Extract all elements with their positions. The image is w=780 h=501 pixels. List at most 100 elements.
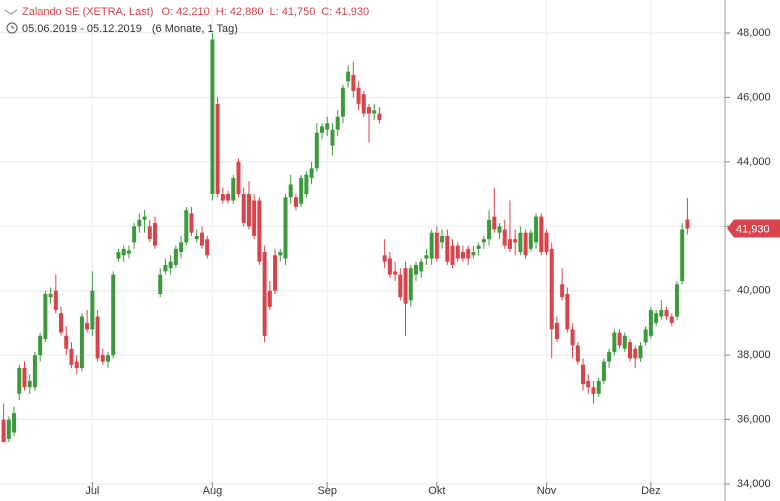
candle-body: [100, 355, 105, 362]
candle-body: [497, 226, 502, 233]
candle-body: [408, 268, 413, 301]
candle-body: [273, 255, 278, 291]
x-tick-label: Sep: [317, 485, 337, 497]
candle-body: [231, 177, 236, 201]
title: Zalando SE (XETRA, Last): [22, 6, 153, 18]
ohlc-label: H: 42,880: [216, 6, 264, 18]
candle-body: [163, 264, 168, 272]
candle-body: [440, 235, 445, 243]
candle-body: [293, 197, 298, 207]
date-line: 05.06.2019 - 05.12.2019 (6 Monate, 1 Tag): [22, 23, 238, 35]
candle-body: [466, 248, 471, 259]
candle-body: [560, 284, 565, 298]
candle-body: [586, 380, 591, 388]
title-line: Zalando SE (XETRA, Last) O: 42,210 H: 42,8…: [22, 6, 369, 18]
candle-body: [184, 210, 189, 243]
candle-body: [346, 71, 351, 82]
candle-body: [544, 232, 549, 253]
candle-body: [377, 113, 382, 120]
candle-body: [492, 216, 497, 230]
candle-body: [179, 242, 184, 253]
candle-body: [38, 335, 43, 356]
candle-body: [257, 200, 262, 262]
candle-body: [393, 271, 398, 275]
candle-body: [581, 364, 586, 385]
ohlc-label: O: 42,210: [161, 6, 209, 18]
clock-hands: [11, 25, 15, 29]
candle-body: [361, 94, 366, 114]
candle-body: [356, 87, 361, 104]
y-tick-label: 34,000: [737, 478, 771, 490]
candle-body: [617, 332, 622, 346]
candle-body: [132, 226, 137, 243]
candle-body: [314, 132, 319, 169]
clock-icon: [6, 22, 18, 34]
candle-body: [429, 232, 434, 259]
candle-body: [330, 129, 335, 146]
candle-body: [335, 116, 340, 130]
candle-body: [90, 290, 95, 330]
candle-body: [570, 329, 575, 346]
candle-body: [152, 223, 157, 246]
candle-body: [382, 255, 387, 262]
candle-body: [168, 261, 173, 269]
candle-body: [398, 274, 403, 298]
candle-body: [633, 348, 638, 359]
ohlc-label: L: 41,750: [269, 6, 315, 18]
y-tick-label: 48,000: [737, 27, 771, 39]
candle-body: [220, 194, 225, 201]
candle-body: [309, 168, 314, 178]
candle-body: [17, 368, 22, 394]
candle-body: [387, 258, 392, 275]
candle-body: [278, 252, 283, 256]
candle-body: [367, 107, 372, 114]
x-tick-label: Jul: [85, 485, 99, 497]
candle-body: [565, 293, 570, 330]
candle-body: [424, 255, 429, 259]
candle-body: [85, 322, 90, 330]
candle-body: [173, 248, 178, 265]
candle-body: [680, 229, 685, 282]
candle-body: [659, 310, 664, 317]
y-tick-label: 36,000: [737, 413, 771, 425]
x-tick-label: Dez: [641, 485, 661, 497]
candle-body: [471, 252, 476, 256]
x-tick-label: Okt: [428, 485, 445, 497]
x-tick-label: Nov: [537, 485, 557, 497]
candle-body: [622, 335, 627, 349]
price-tag: 41,930: [736, 223, 770, 235]
candle-body: [142, 216, 147, 220]
header: Zalando SE (XETRA, Last) O: 42,210 H: 42,8…: [4, 6, 369, 35]
candle-body: [351, 74, 356, 91]
candle-body: [669, 316, 674, 323]
candle-body: [95, 316, 100, 359]
candle-body: [22, 368, 27, 388]
period: (6 Monate, 1 Tag): [152, 23, 238, 35]
candle-body: [445, 235, 450, 262]
candle-body: [434, 232, 439, 259]
y-tick-label: 44,000: [737, 156, 771, 168]
candle-body: [601, 361, 606, 381]
candle-body: [648, 310, 653, 336]
candle-body: [403, 268, 408, 304]
candle-body: [591, 387, 596, 394]
candle-body: [476, 245, 481, 249]
candle-body: [189, 213, 194, 233]
candle-body: [241, 194, 246, 224]
candle-body: [523, 232, 528, 256]
candle-body: [12, 413, 17, 433]
candle-body: [43, 293, 48, 340]
candle-body: [685, 219, 690, 229]
candle-body: [502, 229, 507, 246]
date-range: 05.06.2019 - 05.12.2019: [22, 23, 142, 35]
y-tick-label: 46,000: [737, 91, 771, 103]
candle-body: [210, 39, 215, 195]
candle-body: [539, 216, 544, 253]
candle-body: [304, 174, 309, 195]
expand-icon[interactable]: [4, 9, 18, 15]
candle-body: [158, 274, 163, 294]
candle-body: [607, 351, 612, 362]
candle-body: [116, 252, 121, 259]
